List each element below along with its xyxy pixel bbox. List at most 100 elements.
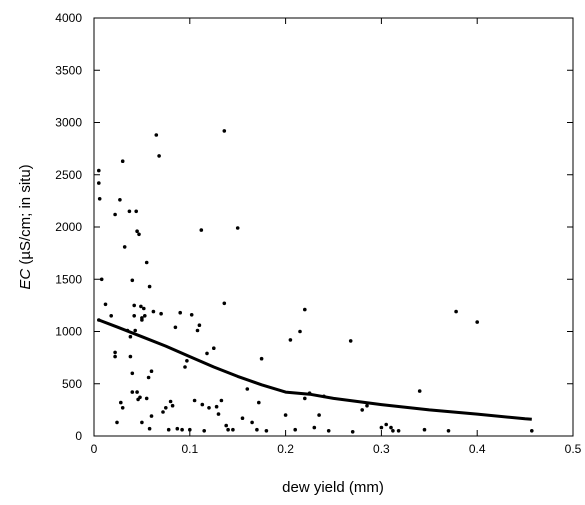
data-point xyxy=(97,168,101,173)
data-point xyxy=(132,314,136,318)
trend-line xyxy=(98,318,532,421)
data-point xyxy=(170,403,175,408)
data-point xyxy=(147,284,152,289)
data-point xyxy=(245,387,250,391)
data-point xyxy=(235,226,240,230)
data-point xyxy=(140,318,144,322)
data-point xyxy=(147,426,152,431)
data-point xyxy=(446,429,451,433)
data-point xyxy=(135,229,139,233)
data-point xyxy=(312,425,317,430)
data-point xyxy=(173,325,178,330)
data-point xyxy=(120,406,125,410)
data-point xyxy=(159,311,163,316)
data-point xyxy=(360,408,365,412)
data-point xyxy=(326,429,331,433)
data-point xyxy=(115,420,119,425)
data-point xyxy=(130,371,135,376)
data-point xyxy=(157,154,161,158)
x-tick-label: 0 xyxy=(91,442,98,456)
data-point xyxy=(231,427,235,432)
data-point xyxy=(396,429,401,433)
data-point xyxy=(127,209,132,214)
data-point xyxy=(132,303,136,308)
data-point xyxy=(164,406,168,410)
data-point xyxy=(214,404,219,409)
y-axis-title-rest: (µS/cm; in situ) xyxy=(17,164,34,269)
data-point xyxy=(199,228,204,232)
data-point xyxy=(180,427,184,432)
plot-frame xyxy=(93,17,574,437)
x-tick-label: 0.1 xyxy=(181,442,198,456)
data-point xyxy=(130,278,135,283)
data-point xyxy=(137,232,141,237)
data-point xyxy=(250,420,254,425)
data-point xyxy=(133,328,137,333)
data-point xyxy=(422,427,427,432)
data-point xyxy=(97,181,101,185)
x-tick-label: 0.4 xyxy=(469,442,486,456)
data-point xyxy=(109,314,113,318)
data-point xyxy=(530,429,534,433)
y-tick-label: 2500 xyxy=(55,168,82,182)
trend-line-layer xyxy=(98,318,532,421)
data-point xyxy=(216,412,221,416)
y-tick-label: 1500 xyxy=(55,272,82,286)
data-point xyxy=(178,310,182,315)
data-point xyxy=(118,198,122,202)
data-point xyxy=(135,390,139,394)
data-point xyxy=(119,400,123,405)
data-point xyxy=(97,197,102,201)
data-points xyxy=(97,129,534,434)
y-tick-label: 1000 xyxy=(55,325,82,339)
data-point xyxy=(226,427,230,432)
data-point xyxy=(103,302,108,307)
y-tick-label: 3000 xyxy=(55,116,82,130)
data-point xyxy=(212,346,216,351)
y-tick-label: 2000 xyxy=(55,220,82,234)
data-point xyxy=(389,425,393,430)
data-point xyxy=(144,260,149,265)
data-point xyxy=(161,410,165,414)
data-point xyxy=(197,323,202,328)
data-point xyxy=(350,430,355,434)
data-point xyxy=(288,338,293,342)
y-axis: 0 500 1000 1500 2000 2500 3000 3500 4000 xyxy=(55,11,573,443)
y-axis-title-prefix: EC xyxy=(17,269,34,290)
data-point xyxy=(384,422,389,427)
data-point xyxy=(222,301,227,306)
data-point xyxy=(259,356,264,361)
y-tick-label: 500 xyxy=(62,377,82,391)
data-point xyxy=(113,354,117,359)
y-tick-label: 4000 xyxy=(55,11,82,25)
data-point xyxy=(219,398,224,403)
y-tick-label: 3500 xyxy=(55,63,82,77)
data-point xyxy=(224,423,228,428)
data-point xyxy=(195,328,200,333)
data-point xyxy=(166,427,171,432)
data-point xyxy=(128,354,133,359)
data-point xyxy=(454,309,458,314)
data-point xyxy=(140,420,144,425)
data-point xyxy=(183,365,187,369)
data-point xyxy=(205,351,209,356)
data-point xyxy=(120,159,125,163)
y-tick-label: 0 xyxy=(75,429,82,443)
data-point xyxy=(188,427,192,432)
data-point xyxy=(149,369,154,374)
data-point xyxy=(99,277,104,282)
data-point xyxy=(185,359,189,363)
data-point xyxy=(139,304,143,309)
x-tick-label: 0.3 xyxy=(373,442,390,456)
data-point xyxy=(130,390,135,394)
data-point xyxy=(113,212,117,217)
x-tick-label: 0.5 xyxy=(565,442,582,456)
data-point xyxy=(417,389,422,393)
data-point xyxy=(189,313,194,317)
data-point xyxy=(144,396,149,401)
data-point xyxy=(379,425,384,430)
data-point xyxy=(303,307,307,312)
data-point xyxy=(255,427,259,432)
data-point xyxy=(154,133,159,137)
data-point xyxy=(113,350,117,355)
